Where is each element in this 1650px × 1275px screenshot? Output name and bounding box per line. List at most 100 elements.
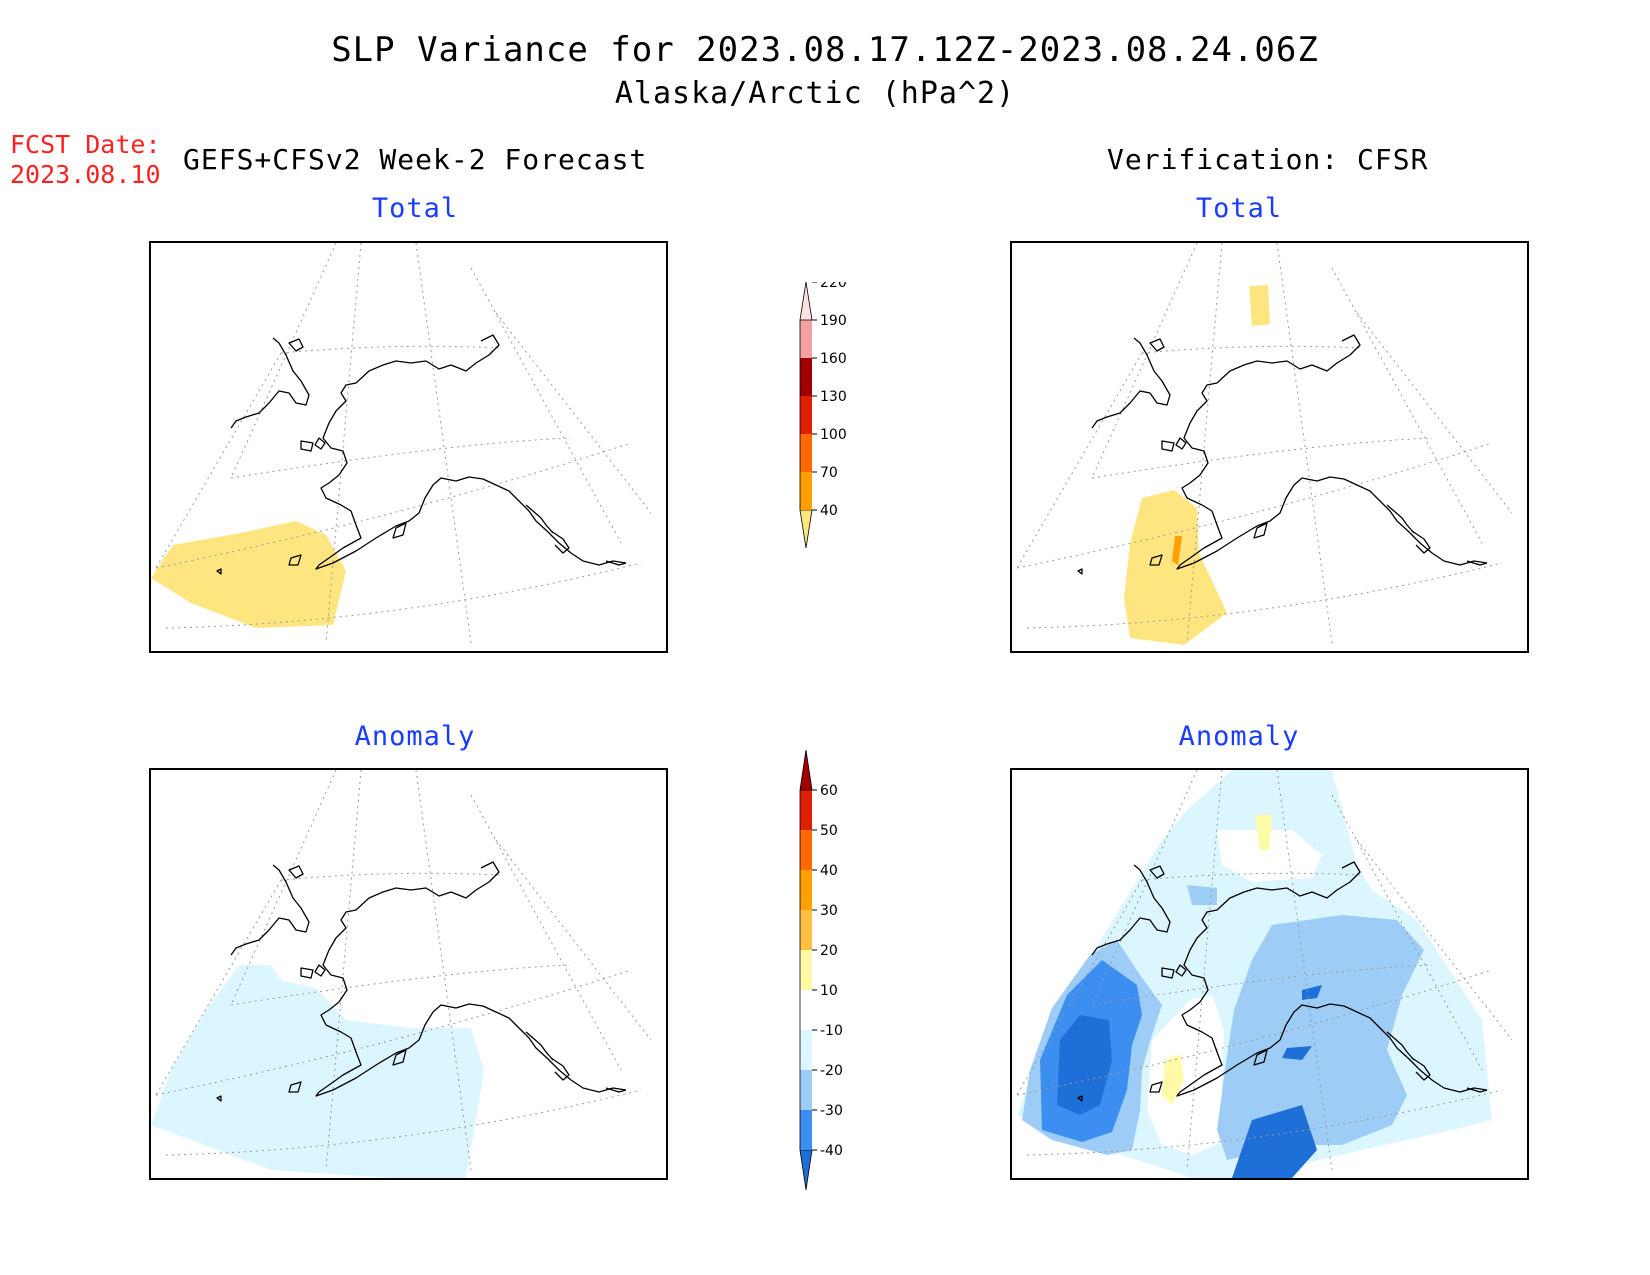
coastline-segment [1175,964,1187,977]
field-contours [151,521,346,628]
verification-total-map [1010,241,1529,653]
coastline-segment [1386,504,1415,534]
coastline-segment [1149,1081,1163,1093]
colorbar-swatch [800,358,812,396]
colorbar-tick-label: 50 [820,823,838,839]
colorbar-swatch [800,790,812,830]
coastline-segment [1176,334,1488,570]
graticule-line [1141,345,1363,354]
colorbar-swatch [800,320,812,358]
colorbar-swatch [800,1110,812,1150]
colorbar-tick-label: 130 [820,389,847,405]
coastline-segment [288,338,304,352]
graticule-line [415,243,472,644]
colorbar-swatch [799,282,813,321]
field-contours [1017,770,1492,1178]
graticule-line [230,770,337,1006]
forecast-anomaly-map [149,768,668,1180]
coastline-segment [1466,560,1488,566]
graticule-line [230,243,337,479]
forecast-total-label: Total [371,193,459,224]
coastline [1077,334,1488,575]
colorbar-swatch [799,750,813,791]
coastline-segment [1149,865,1165,879]
coastline-segment [1091,337,1171,429]
coastline-segment [288,554,302,566]
colorbar-swatch [800,950,812,990]
coastline-segment [230,864,310,956]
colorbar-tick-label: -40 [820,1143,843,1159]
graticule-line [1016,442,1493,569]
verification-anomaly-map [1010,768,1529,1180]
left-column-title: GEFS+CFSv2 Week-2 Forecast [183,143,648,176]
verification-total-label: Total [1195,193,1283,224]
verification-anomaly-label: Anomaly [1178,721,1300,752]
colorbar-swatch [800,830,812,870]
coastline-segment [392,522,407,539]
graticule-line [470,267,622,544]
coastline-segment [1149,554,1163,566]
graticule-line [1331,794,1483,1071]
graticule [155,770,652,1171]
colorbar-tick-label: -20 [820,1063,843,1079]
coastline-segment [1466,1087,1488,1093]
coastline-segment [1091,864,1171,956]
colorbar-tick-label: 30 [820,903,838,919]
colorbar-tick-label: 40 [820,503,838,519]
figure-subtitle: Alaska/Arctic (hPa^2) [614,76,1016,111]
coastline-segment [1176,861,1488,1097]
colorbar-swatch [799,1149,813,1191]
coastline-segment [1161,967,1175,979]
colorbar-swatch [800,1070,812,1110]
coastline-segment [216,568,222,575]
coastline [216,861,627,1102]
colorbar-tick-label: 70 [820,465,838,481]
coastline-segment [300,967,314,979]
graticule-line [155,969,632,1096]
coastline-segment [525,504,554,534]
graticule-line [1091,243,1198,479]
coastline-segment [1253,1049,1268,1066]
coastline-segment [315,861,627,1097]
coastline-segment [1149,338,1165,352]
coastline-segment [550,530,570,554]
forecast-total-map [149,241,668,653]
graticule-line [1356,839,1513,1041]
coastline-segment [315,334,627,570]
graticule-line [1016,352,1143,569]
coastline-segment [300,440,314,452]
coastline-segment [288,865,304,879]
coastline [1077,861,1488,1102]
graticule-line [1276,243,1333,644]
graticule-line [1141,872,1363,881]
graticule-line [1186,243,1223,644]
coastline-segment [1386,1031,1415,1061]
field-contours [151,965,484,1178]
colorbar-tick-label: 20 [820,943,838,959]
field-contours [1124,285,1270,645]
colorbar-swatch [800,434,812,472]
graticule-line [415,770,472,1171]
coastline-segment [216,1095,222,1102]
colorbar-tick-label: -10 [820,1023,843,1039]
coastline-segment [314,437,326,450]
graticule [1016,770,1513,1171]
forecast-anomaly-label: Anomaly [354,721,476,752]
graticule-line [155,442,632,569]
coastline-segment [1077,568,1083,575]
total-colorbar: 40 70 100 130 160 190 220 [799,282,847,549]
coastline-segment [288,1081,302,1093]
colorbar-swatch [799,509,813,549]
colorbar-tick-label: 220 [820,282,847,291]
graticule-line [1356,312,1513,514]
colorbar-tick-label: 160 [820,351,847,367]
coastline-segment [1253,522,1268,539]
graticule-line [1091,437,1433,479]
colorbar-swatch [800,870,812,910]
coastline [216,334,627,575]
graticule-line [1026,562,1503,629]
coastline-segment [392,1049,407,1066]
graticule-line [280,345,502,354]
figure-title: SLP Variance for 2023.08.17.12Z-2023.08.… [331,30,1319,70]
graticule-line [1016,969,1493,1096]
